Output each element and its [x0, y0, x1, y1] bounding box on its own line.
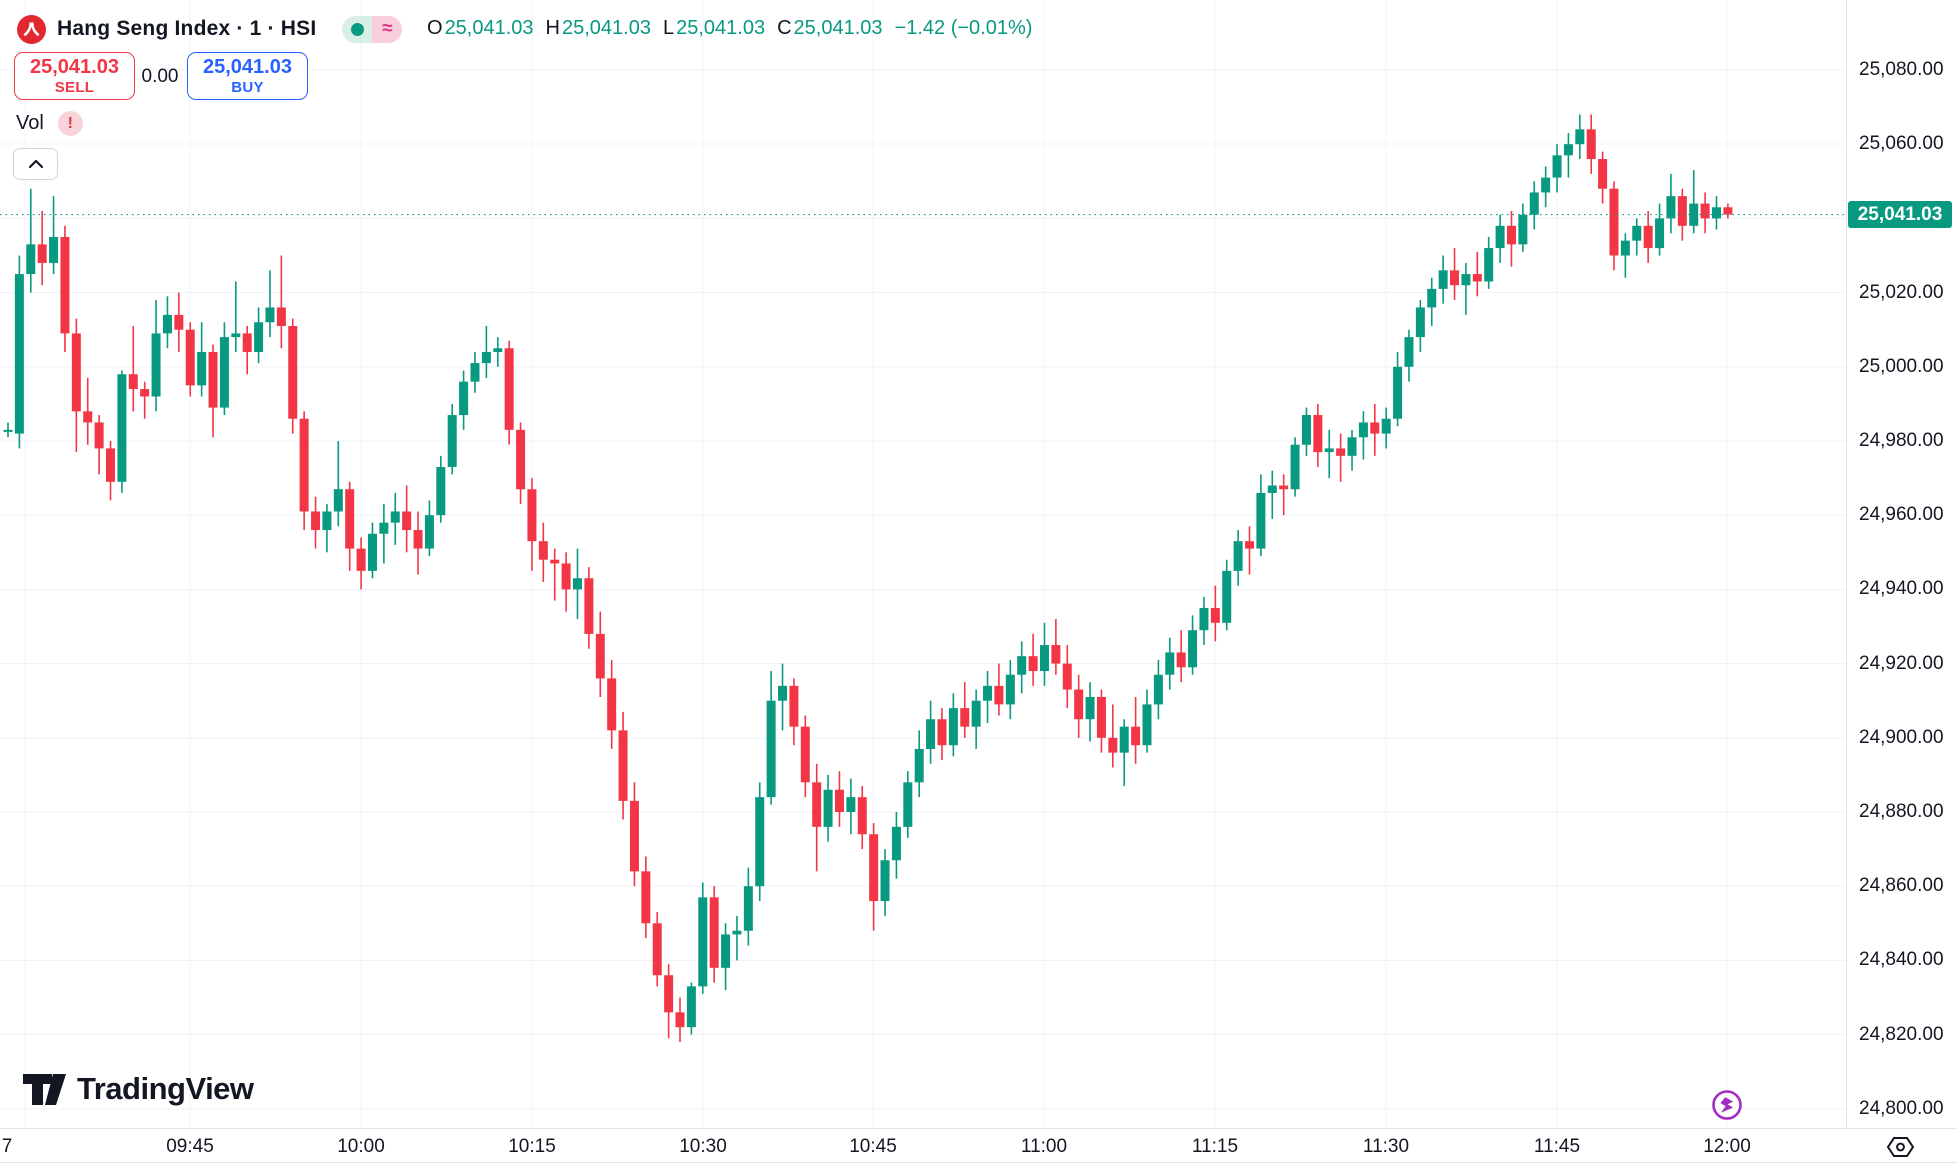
time-axis-label: 10:30	[679, 1136, 727, 1157]
tradingview-wordmark: TradingView	[77, 1071, 254, 1106]
spread-value: 0.00	[141, 66, 179, 87]
price-axis-label: 24,860.00	[1859, 875, 1944, 897]
price-axis-label: 24,880.00	[1859, 801, 1944, 822]
bottom-divider	[0, 1162, 1957, 1163]
price-axis-label: 24,840.00	[1859, 949, 1944, 971]
last-price-badge: 25,041.03	[1848, 201, 1952, 229]
delayed-data-indicator[interactable]: ≈	[372, 15, 403, 43]
time-axis-label: 10:15	[508, 1136, 556, 1157]
buy-price: 25,041.03	[203, 55, 292, 78]
time-axis-label: 11:45	[1533, 1136, 1581, 1157]
sell-price: 25,041.03	[30, 55, 119, 78]
tradingview-watermark[interactable]: TradingView	[23, 1071, 254, 1107]
buy-label: BUY	[231, 78, 264, 96]
price-axis-label: 24,960.00	[1859, 504, 1944, 526]
hexagon-marker-icon[interactable]	[1886, 1136, 1915, 1158]
price-axis-label: 25,080.00	[1859, 59, 1944, 80]
lightning-button[interactable]	[1711, 1089, 1743, 1121]
market-open-indicator[interactable]	[342, 15, 373, 43]
time-axis-label: 12:00	[1703, 1136, 1751, 1157]
time-axis-label: 09:45	[166, 1136, 214, 1157]
time-axis[interactable]: 7 09:45 10:00 10:15 10:30 10:45 11:00 11:15 11:3…	[0, 1128, 1957, 1167]
time-axis-label: 11:15	[1191, 1136, 1239, 1157]
price-axis-label: 24,820.00	[1859, 1023, 1944, 1045]
symbol-row: Hang Seng Index · 1 · HSI ≈	[17, 14, 403, 44]
price-axis-label: 24,900.00	[1859, 726, 1944, 748]
tradingview-logo-icon	[23, 1073, 66, 1105]
price-axis-label: 24,920.00	[1859, 652, 1944, 674]
low-value: 25,041.03	[676, 17, 766, 39]
price-axis-label: 24,980.00	[1859, 430, 1944, 451]
price-axis-label: 24,940.00	[1859, 578, 1944, 600]
approx-icon: ≈	[382, 17, 393, 39]
volume-warning-icon[interactable]: !	[57, 111, 83, 136]
price-axis-label: 24,800.00	[1859, 1097, 1944, 1119]
sell-button[interactable]: 25,041.03 SELL	[14, 52, 135, 100]
high-value: 25,041.03	[562, 17, 651, 39]
close-value: 25,041.03	[793, 17, 883, 39]
collapse-pane-button[interactable]	[13, 148, 58, 180]
price-axis-label: 25,020.00	[1859, 281, 1944, 303]
close-label: C	[777, 17, 792, 39]
hsi-logo-icon	[17, 14, 46, 44]
volume-indicator-row: Vol !	[16, 111, 83, 136]
sell-label: SELL	[54, 78, 95, 96]
price-axis[interactable]: 25,041.03 25,080.00 25,060.00 25,020.00 25,…	[1847, 0, 1957, 1128]
chevron-up-icon	[28, 159, 43, 169]
market-open-dot-icon	[350, 22, 364, 36]
symbol-title[interactable]: Hang Seng Index · 1 · HSI	[57, 17, 317, 40]
price-axis-label: 25,000.00	[1859, 355, 1944, 377]
high-label: H	[545, 17, 560, 39]
ohlc-readout: O 25,041.03 H 25,041.03 L 25,041.03 C 25,041…	[427, 17, 1032, 40]
buy-button[interactable]: 25,041.03 BUY	[187, 52, 308, 100]
volume-indicator-label[interactable]: Vol	[16, 112, 44, 134]
open-label: O	[427, 17, 443, 39]
time-axis-label: 7	[1, 1136, 13, 1157]
time-axis-label: 11:00	[1020, 1136, 1068, 1157]
open-value: 25,041.03	[444, 17, 534, 39]
low-label: L	[662, 17, 675, 39]
market-status-pills[interactable]: ≈	[342, 15, 403, 43]
change-value: −1.42 (−0.01%)	[894, 17, 1033, 39]
time-axis-label: 10:00	[337, 1136, 385, 1157]
price-axis-label: 25,060.00	[1859, 133, 1944, 155]
price-axis-separator	[1846, 0, 1847, 1128]
time-axis-label: 10:45	[849, 1136, 897, 1157]
time-axis-label: 11:30	[1362, 1136, 1410, 1157]
